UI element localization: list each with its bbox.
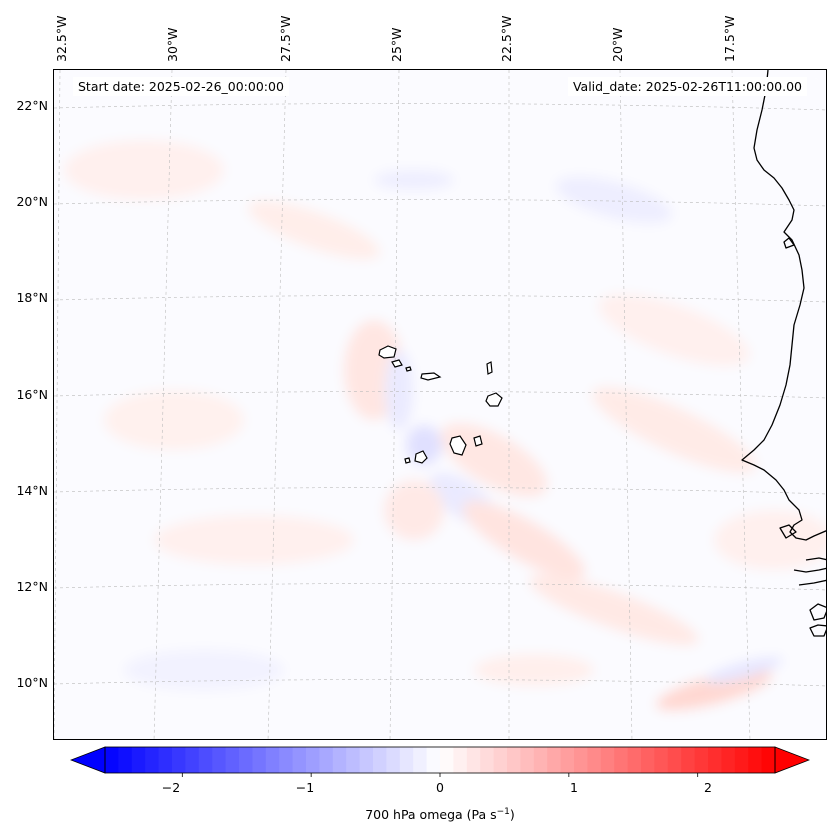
cape-verde-islands — [378, 345, 503, 464]
colorbar-segment — [721, 747, 736, 773]
colorbar-tick-neg2: −2 — [161, 780, 181, 795]
colorbar-tick-2: 2 — [704, 780, 712, 795]
colorbar-segment — [654, 747, 669, 773]
colorbar-segment — [466, 747, 481, 773]
colorbar-segment — [306, 747, 320, 773]
colorbar-segment — [185, 747, 200, 773]
omega-field — [54, 70, 826, 739]
colorbar-segment — [641, 747, 655, 773]
colorbar-extend-min — [70, 746, 106, 774]
colorbar-segment — [694, 747, 709, 773]
lat-label-14n: 14°N — [16, 483, 48, 498]
colorbar-segment — [681, 747, 696, 773]
colorbar-tick-neg1: −1 — [295, 780, 315, 795]
colorbar-segment — [507, 747, 521, 773]
colorbar-segment — [198, 747, 213, 773]
colorbar — [70, 746, 810, 777]
colorbar-segment — [614, 747, 629, 773]
colorbar-tick-0: 0 — [436, 780, 444, 795]
colorbar-segment — [600, 747, 615, 773]
colorbar-segment — [319, 747, 334, 773]
omega-field-map — [54, 70, 826, 739]
colorbar-segment — [386, 747, 401, 773]
colorbar-segment — [252, 747, 267, 773]
colorbar-extend-max — [774, 746, 810, 774]
map-panel[interactable] — [53, 69, 827, 740]
colorbar-segments — [105, 747, 776, 773]
lat-label-22n: 22°N — [16, 98, 48, 113]
coastline — [741, 70, 826, 637]
lon-label-25w: 25°W — [389, 27, 404, 62]
colorbar-segment — [453, 747, 468, 773]
lat-label-10n: 10°N — [16, 675, 48, 690]
colorbar-tick-1: 1 — [570, 780, 578, 795]
lat-label-20n: 20°N — [16, 194, 48, 209]
colorbar-segment — [346, 747, 361, 773]
colorbar-segment — [708, 747, 722, 773]
colorbar-segment — [279, 747, 294, 773]
colorbar-segment — [118, 747, 133, 773]
colorbar-segment — [667, 747, 682, 773]
colorbar-segment — [493, 747, 508, 773]
lat-label-16n: 16°N — [16, 387, 48, 402]
lon-label-27-5w: 27.5°W — [278, 15, 293, 62]
colorbar-segment — [761, 747, 776, 773]
colorbar-segment — [734, 747, 749, 773]
colorbar-segment — [131, 747, 146, 773]
colorbar-segment — [533, 747, 548, 773]
colorbar-segment — [212, 747, 227, 773]
colorbar-segment — [399, 747, 414, 773]
lat-label-18n: 18°N — [16, 290, 48, 305]
colorbar-ticks — [181, 773, 699, 777]
colorbar-segment — [426, 747, 441, 773]
colorbar-segment — [332, 747, 347, 773]
lon-label-17-5w: 17.5°W — [722, 15, 737, 62]
lon-label-30w: 30°W — [165, 27, 180, 62]
colorbar-segment — [627, 747, 642, 773]
colorbar-segment — [225, 747, 240, 773]
gridlines — [54, 70, 826, 739]
colorbar-label: 700 hPa omega (Pa s−1) — [365, 807, 515, 823]
colorbar-segment — [172, 747, 186, 773]
colorbar-segment — [265, 747, 280, 773]
colorbar-segment — [359, 747, 374, 773]
colorbar-segment — [239, 747, 253, 773]
colorbar-segment — [547, 747, 562, 773]
colorbar-segment — [373, 747, 387, 773]
lat-label-12n: 12°N — [16, 579, 48, 594]
colorbar-segment — [520, 747, 535, 773]
lon-label-22-5w: 22.5°W — [499, 15, 514, 62]
colorbar-segment — [748, 747, 763, 773]
lon-label-32-5w: 32.5°W — [54, 15, 69, 62]
colorbar-segment — [574, 747, 588, 773]
colorbar-segment — [292, 747, 307, 773]
colorbar-segment — [145, 747, 160, 773]
lon-label-20w: 20°W — [610, 27, 625, 62]
start-date-label: Start date: 2025-02-26_00:00:00 — [73, 77, 289, 96]
valid-date-label: Valid_date: 2025-02-26T11:00:00.00 — [567, 77, 807, 96]
colorbar-segment — [413, 747, 428, 773]
colorbar-segment — [440, 747, 454, 773]
colorbar-segment — [587, 747, 602, 773]
colorbar-segment — [158, 747, 173, 773]
colorbar-segment — [560, 747, 575, 773]
colorbar-segment — [480, 747, 495, 773]
colorbar-segment — [105, 747, 119, 773]
